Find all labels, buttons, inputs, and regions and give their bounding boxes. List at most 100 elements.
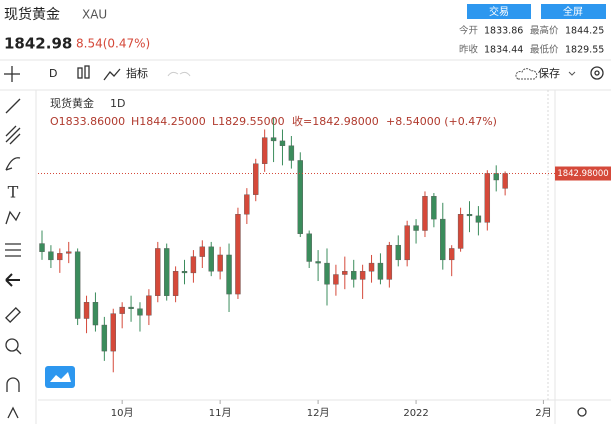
candle-body bbox=[128, 306, 134, 309]
candle-body bbox=[83, 302, 90, 319]
stat-label: 今开 bbox=[459, 25, 479, 37]
axis-settings[interactable] bbox=[577, 407, 587, 417]
candle-icon[interactable] bbox=[84, 65, 90, 79]
legend-low: L1829.55000 bbox=[212, 115, 285, 128]
fullscreen-label[interactable]: 全屏 bbox=[563, 5, 583, 18]
candle-body bbox=[395, 244, 401, 261]
indicator-icon[interactable] bbox=[103, 68, 121, 81]
candle-icon[interactable] bbox=[77, 67, 83, 79]
zoom-tool[interactable] bbox=[15, 348, 22, 355]
undo-redo[interactable] bbox=[167, 71, 191, 77]
candle-body bbox=[484, 173, 491, 223]
stat-value: 1834.44 bbox=[484, 45, 523, 56]
candle-body bbox=[57, 253, 63, 261]
candle-body bbox=[279, 140, 286, 146]
stat-label: 昨收 bbox=[459, 44, 479, 56]
save[interactable]: 保存 bbox=[538, 66, 560, 80]
candle-body bbox=[448, 248, 455, 261]
candle-body bbox=[208, 246, 214, 272]
cloud-icon[interactable] bbox=[515, 68, 538, 80]
candle-body bbox=[422, 196, 428, 231]
symbol: XAU bbox=[82, 8, 107, 22]
candle-body bbox=[306, 233, 312, 262]
measure-tool[interactable] bbox=[5, 243, 21, 257]
candle-body bbox=[39, 243, 45, 252]
brush-tool[interactable] bbox=[5, 157, 21, 171]
candle-body bbox=[270, 137, 277, 142]
pattern-tool[interactable] bbox=[5, 210, 21, 225]
last-price-tag bbox=[555, 166, 611, 181]
text-tool[interactable]: T bbox=[8, 183, 19, 202]
legend-name: 现货黄金 bbox=[50, 96, 94, 110]
change: 8.54(0.47%) bbox=[76, 37, 150, 51]
x-tick-label: 11月 bbox=[209, 407, 232, 419]
candle-body bbox=[137, 308, 143, 316]
stat-value: 1833.86 bbox=[484, 26, 523, 37]
candle-body bbox=[502, 173, 508, 189]
zoom-tool[interactable] bbox=[5, 338, 19, 352]
candle-body bbox=[92, 302, 99, 326]
indicators[interactable]: 指标 bbox=[126, 66, 148, 80]
candle-body bbox=[413, 225, 419, 231]
candle-body bbox=[48, 251, 54, 261]
back-tool[interactable] bbox=[5, 273, 20, 287]
x-tick-label: 2月 bbox=[535, 407, 551, 419]
title: 现货黄金 bbox=[4, 6, 60, 23]
candle-body bbox=[163, 248, 170, 296]
dropdown[interactable] bbox=[568, 71, 576, 76]
candle-body bbox=[172, 271, 179, 296]
candle-body bbox=[466, 214, 473, 217]
interval[interactable]: D bbox=[49, 67, 57, 80]
stat-label: 最高价 bbox=[530, 25, 559, 37]
stat-value: 1844.25 bbox=[565, 26, 604, 37]
candle-body bbox=[253, 163, 259, 195]
line-tool[interactable] bbox=[5, 98, 21, 114]
stat-value: 1829.55 bbox=[565, 45, 604, 56]
candle-body bbox=[457, 214, 464, 249]
trade-label[interactable]: 交易 bbox=[489, 5, 509, 18]
x-tick-label: 2022 bbox=[403, 408, 428, 419]
settings-icon[interactable] bbox=[590, 66, 604, 80]
candle-body bbox=[261, 137, 268, 164]
candle-body bbox=[199, 246, 206, 257]
ruler-tool[interactable] bbox=[5, 307, 21, 323]
legend-high: H1844.25000 bbox=[131, 115, 206, 128]
legend-close: 收=1842.98000 bbox=[292, 114, 379, 128]
fullscreen-button[interactable] bbox=[541, 4, 606, 19]
candle-body bbox=[315, 261, 321, 264]
logo[interactable] bbox=[45, 366, 75, 388]
candle-body bbox=[475, 215, 482, 223]
legend-change: +8.54000 (+0.47%) bbox=[386, 115, 497, 128]
stat-label: 最低价 bbox=[530, 44, 559, 56]
candle-body bbox=[235, 214, 241, 295]
candle-body bbox=[119, 306, 125, 314]
candle-body bbox=[190, 256, 197, 274]
price: 1842.98 bbox=[4, 35, 72, 53]
candle-body bbox=[440, 218, 446, 261]
candle-body bbox=[324, 262, 330, 285]
trade-button[interactable] bbox=[467, 4, 531, 19]
fib-tool[interactable] bbox=[5, 125, 21, 145]
candle-body bbox=[368, 262, 375, 272]
magnet-tool[interactable] bbox=[6, 377, 20, 392]
candle-body bbox=[431, 196, 437, 220]
candle-body bbox=[155, 248, 161, 296]
candle-body bbox=[351, 271, 357, 280]
last-price-label: 1842.98000 bbox=[557, 169, 608, 179]
candle-body bbox=[342, 271, 348, 275]
candle-body bbox=[110, 313, 116, 352]
candle-body bbox=[146, 295, 152, 316]
candle-body bbox=[359, 271, 366, 280]
legend-open: O1833.86000 bbox=[50, 115, 125, 128]
lock-tool[interactable] bbox=[7, 406, 19, 419]
candle-body bbox=[404, 225, 410, 261]
x-tick-label: 10月 bbox=[111, 407, 134, 419]
candle-body bbox=[386, 244, 393, 280]
settings-icon[interactable] bbox=[594, 70, 600, 76]
candle-body bbox=[217, 254, 223, 272]
candle-body bbox=[377, 262, 384, 280]
candle-body bbox=[297, 160, 303, 234]
candle-body bbox=[244, 194, 250, 215]
